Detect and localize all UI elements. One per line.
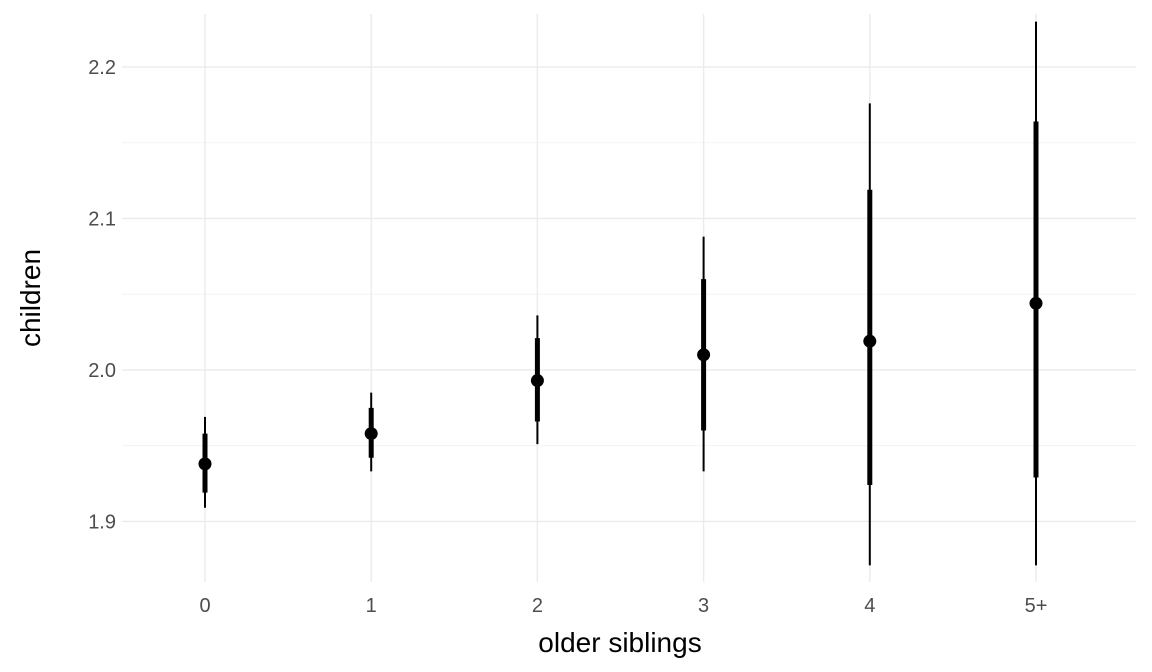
x-tick-label: 5+ — [1025, 595, 1048, 617]
y-tick-label: 2.1 — [88, 208, 116, 230]
grid — [122, 14, 1136, 582]
y-axis-title: children — [15, 249, 46, 347]
estimate-point — [863, 334, 877, 348]
y-tick-label: 1.9 — [88, 511, 116, 533]
data-marks — [198, 21, 1043, 566]
estimate-point — [530, 374, 544, 388]
x-tick-label: 1 — [366, 595, 377, 617]
x-tick-label: 0 — [199, 595, 210, 617]
estimate-point — [364, 427, 378, 441]
x-tick-label: 4 — [864, 595, 875, 617]
x-axis-title: older siblings — [538, 627, 701, 658]
x-tick-label: 3 — [698, 595, 709, 617]
x-tick-label: 2 — [532, 595, 543, 617]
estimate-point — [697, 348, 711, 362]
y-axis-ticks: 1.9 2.0 2.1 2.2 — [88, 57, 116, 533]
y-tick-label: 2.0 — [88, 360, 116, 382]
estimate-point — [198, 457, 212, 471]
x-axis-ticks: 0 1 2 3 4 5+ — [199, 595, 1047, 617]
estimate-point — [1029, 296, 1043, 310]
y-tick-label: 2.2 — [88, 57, 116, 79]
